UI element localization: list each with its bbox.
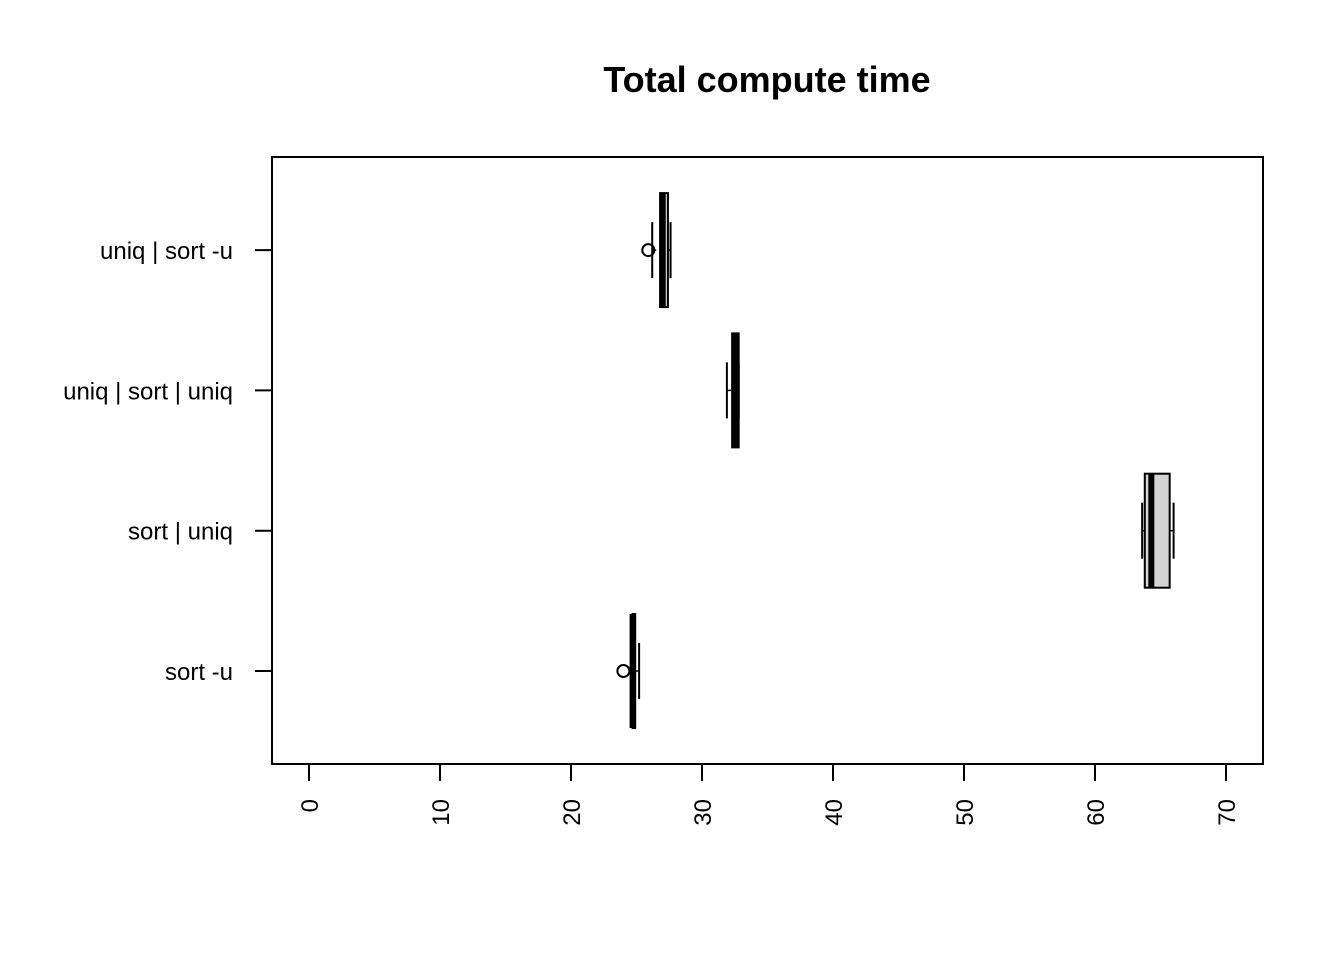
x-tick-label-2: 20 (559, 799, 586, 826)
y-axis: sort -u sort | uniq uniq | sort | uniq uniq… (63, 238, 272, 686)
y-tick-label-2: uniq | sort | uniq (63, 378, 233, 405)
x-tick-label-1: 10 (428, 799, 455, 826)
x-tick-label-0: 0 (297, 799, 324, 812)
box-2 (725, 332, 740, 449)
x-tick-label-5: 50 (952, 799, 979, 826)
y-tick-label-3: uniq | sort -u (100, 238, 233, 265)
x-tick-label-7: 70 (1214, 799, 1241, 826)
box-0-outlier-0 (616, 664, 631, 678)
box-0 (616, 613, 641, 729)
x-tick-label-3: 30 (690, 799, 717, 826)
boxes-layer (616, 192, 1175, 729)
y-tick-label-1: sort | uniq (128, 519, 233, 546)
box-1 (1141, 472, 1175, 589)
box-3-outlier-0 (641, 243, 656, 258)
chart-title: Total compute time (603, 59, 930, 100)
x-tick-label-4: 40 (821, 799, 848, 826)
x-axis: 0 10 20 30 40 50 60 70 (297, 763, 1241, 826)
y-tick-label-0: sort -u (165, 659, 233, 686)
box-3 (641, 192, 672, 309)
plot-frame (271, 156, 1264, 765)
x-tick-label-6: 60 (1083, 799, 1110, 826)
